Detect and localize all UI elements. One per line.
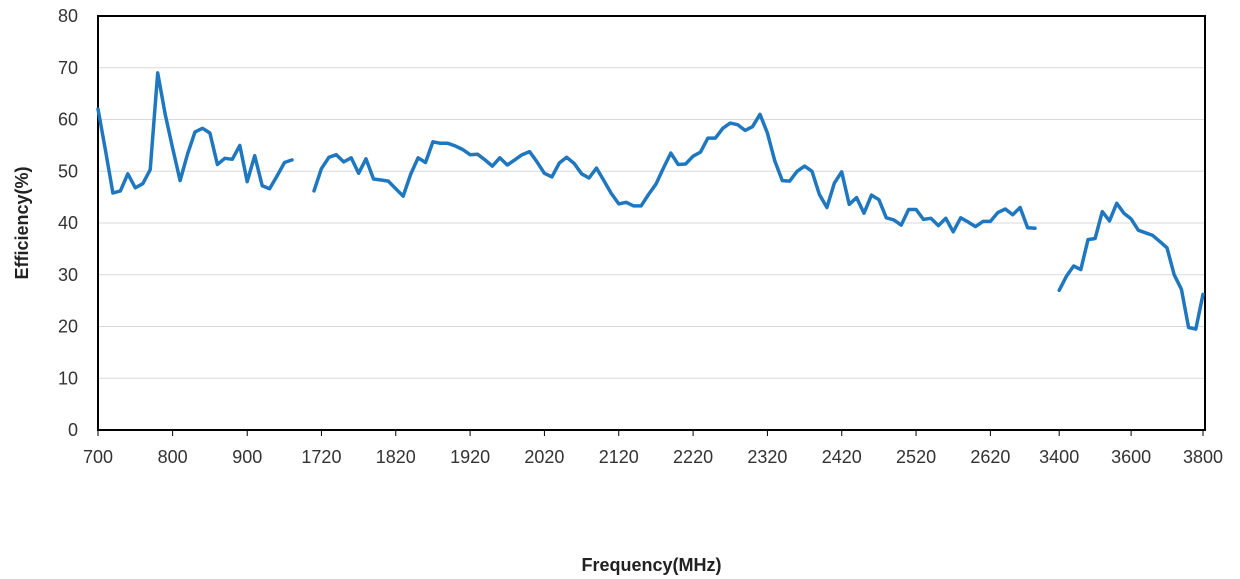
efficiency-line-segment	[96, 71, 294, 195]
x-tick-label: 1920	[450, 447, 490, 467]
y-tick-label: 30	[58, 265, 78, 285]
x-tick-label: 3600	[1111, 447, 1151, 467]
x-tick-label: 2620	[970, 447, 1010, 467]
series-lines	[96, 71, 1205, 331]
efficiency-line-segment	[1057, 201, 1205, 331]
y-tick-label: 60	[58, 110, 78, 130]
y-tick-label: 0	[68, 420, 78, 440]
y-tick-label: 20	[58, 317, 78, 337]
x-tick-label: 2020	[524, 447, 564, 467]
y-tick-label: 70	[58, 58, 78, 78]
x-tick-label: 900	[232, 447, 262, 467]
x-tick-label: 2220	[673, 447, 713, 467]
y-axis-title: Efficiency(%)	[12, 166, 32, 279]
x-tick-label: 1720	[301, 447, 341, 467]
y-tick-labels: 0 10 20 30 40 50 60 70 80	[58, 6, 78, 440]
efficiency-line-segment	[312, 112, 1037, 234]
x-tick-label: 2320	[747, 447, 787, 467]
x-tick-label: 1820	[376, 447, 416, 467]
x-tick-label: 2120	[599, 447, 639, 467]
x-tick-label: 3800	[1183, 447, 1223, 467]
plot-area-frame	[97, 15, 1206, 431]
x-tick-label: 700	[83, 447, 113, 467]
y-gridlines	[98, 67, 1205, 379]
x-tick-label: 2520	[896, 447, 936, 467]
x-tick-label: 800	[158, 447, 188, 467]
y-tick-label: 50	[58, 161, 78, 181]
y-tick-label: 80	[58, 6, 78, 26]
y-tick-label: 10	[58, 368, 78, 388]
x-tick-label: 2420	[822, 447, 862, 467]
x-tick-label: 3400	[1039, 447, 1079, 467]
x-tick-labels: 700 800 900 1720 1820 1920 2020 2120 2220 2320 242…	[83, 430, 1223, 467]
y-tick-label: 40	[58, 213, 78, 233]
x-axis-title: Frequency(MHz)	[581, 555, 721, 575]
